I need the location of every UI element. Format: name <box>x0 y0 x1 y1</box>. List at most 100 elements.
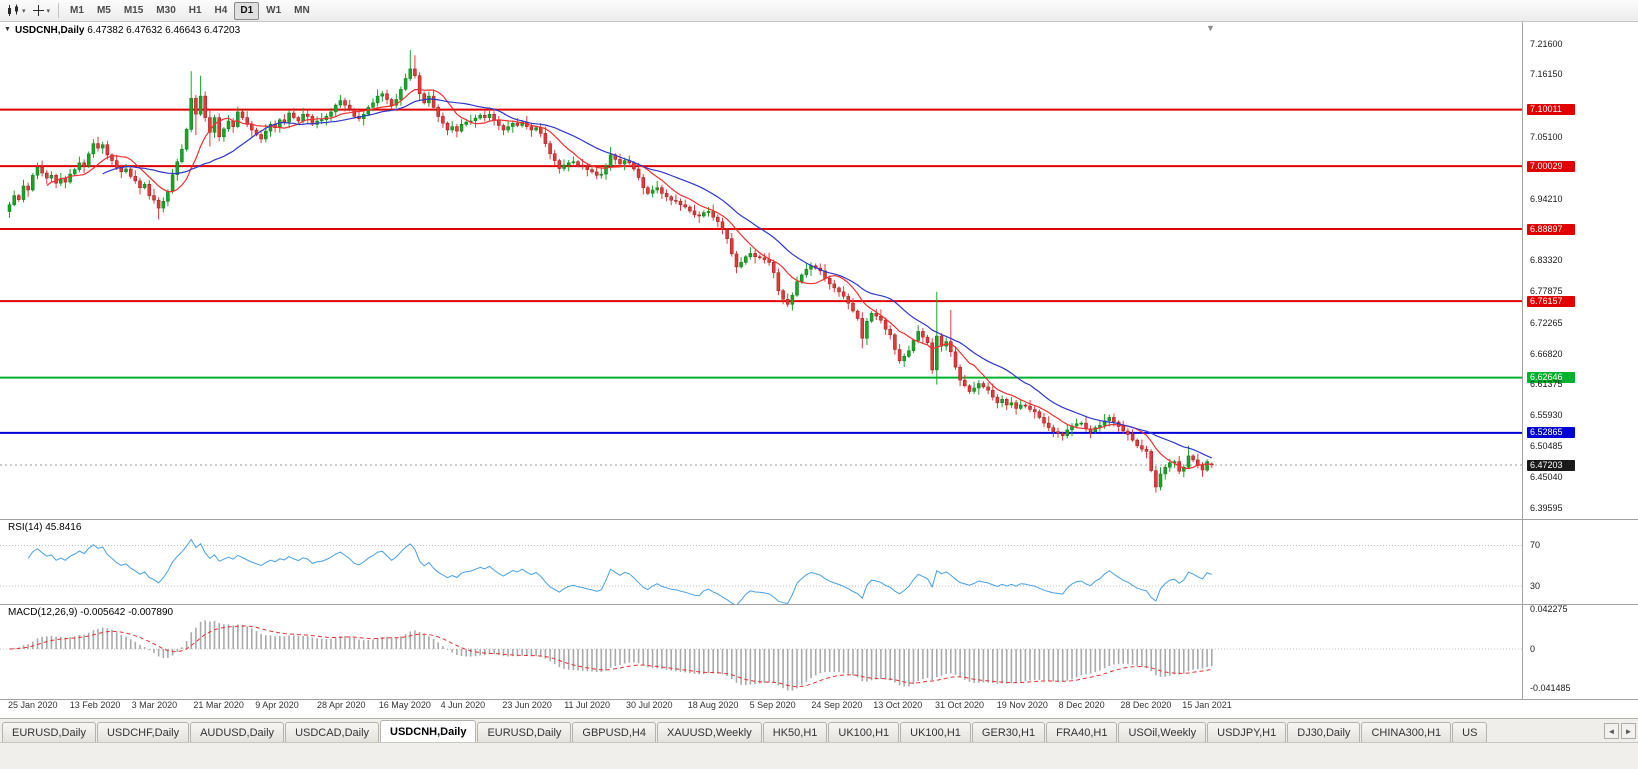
panel-separator[interactable] <box>0 519 1638 520</box>
chart-type-button[interactable]: ▾ <box>4 2 29 20</box>
x-axis-date-label: 19 Nov 2020 <box>996 700 1048 710</box>
x-axis-date-label: 16 May 2020 <box>378 700 431 710</box>
macd-indicator-label: MACD(12,26,9) -0.005642 -0.007890 <box>8 607 174 618</box>
panel-separator <box>0 699 1638 700</box>
chevron-down-icon: ▾ <box>46 7 51 15</box>
rsi-indicator-label: RSI(14) 45.8416 <box>8 522 82 533</box>
price-axis-label: 6.61375 <box>1530 379 1563 390</box>
price-level-label: 6.62646 <box>1527 372 1575 384</box>
chart-tab-eurusd-daily[interactable]: EURUSD,Daily <box>2 722 96 742</box>
x-axis-date-label: 21 Mar 2020 <box>193 700 244 710</box>
tab-scroll-left-button[interactable]: ◄ <box>1604 723 1619 739</box>
rsi-axis-label: 30 <box>1530 580 1541 591</box>
x-axis-date-label: 23 Jun 2020 <box>502 700 552 710</box>
price-axis-label: 6.72265 <box>1530 317 1563 328</box>
timeframe-button-mn[interactable]: MN <box>294 5 310 16</box>
price-axis-label: 6.94210 <box>1530 193 1563 204</box>
timeframe-button-m30[interactable]: M30 <box>156 5 176 16</box>
chart-toolbar: ▾ ▾ M1 M5 M15 M30 H1 H4 D1 W1 MN <box>0 0 1638 22</box>
crosshair-icon <box>32 5 44 16</box>
chart-tab-xauusd-weekly[interactable]: XAUUSD,Weekly <box>656 722 762 742</box>
timeframe-button-h4[interactable]: H4 <box>214 5 228 16</box>
toolbar-separator <box>58 3 60 18</box>
chart-tab-us[interactable]: US <box>1452 722 1488 742</box>
price-axis-label: 6.39595 <box>1530 502 1563 513</box>
one-click-trading-arrow[interactable]: ▼ <box>4 26 11 33</box>
price-axis-divider <box>1522 22 1523 699</box>
timeframe-button-m5[interactable]: M5 <box>96 5 111 16</box>
price-axis-label: 6.50485 <box>1530 440 1563 451</box>
chart-tab-ger30-h1[interactable]: GER30,H1 <box>971 722 1046 742</box>
chart-tab-usoil-weekly[interactable]: USOil,Weekly <box>1118 722 1207 742</box>
chart-title: USDCNH,Daily 6.47382 6.47632 6.46643 6.4… <box>15 25 240 36</box>
price-axis-label: 6.55930 <box>1530 410 1563 421</box>
price-level-label: 7.10011 <box>1527 104 1575 116</box>
x-axis-date-label: 31 Oct 2020 <box>935 700 985 710</box>
chart-symbol-period: USDCNH,Daily <box>15 25 85 36</box>
chart-tab-audusd-daily[interactable]: AUDUSD,Daily <box>190 722 285 742</box>
timeframe-button-m15[interactable]: M15 <box>123 5 144 16</box>
chart-tab-china300-h1[interactable]: CHINA300,H1 <box>1361 722 1452 742</box>
price-axis-label: 7.16150 <box>1530 69 1563 80</box>
chart-tabs: EURUSD,Daily USDCHF,Daily AUDUSD,Daily USDC… <box>0 719 1638 742</box>
status-bar <box>0 742 1638 769</box>
price-axis-label: 7.21600 <box>1530 38 1563 49</box>
x-axis-date-label: 24 Sep 2020 <box>811 700 863 710</box>
price-chart[interactable] <box>0 22 1522 519</box>
price-axis-label: 6.77875 <box>1530 285 1563 296</box>
macd-indicator-panel[interactable] <box>0 604 1522 699</box>
chart-tab-usdcad-daily[interactable]: USDCAD,Daily <box>285 722 380 742</box>
x-axis-date-label: 18 Aug 2020 <box>687 700 739 710</box>
chart-tab-eurusd-daily[interactable]: EURUSD,Daily <box>477 722 572 742</box>
chevron-down-icon: ▾ <box>22 7 26 15</box>
time-axis[interactable]: 25 Jan 2020 13 Feb 2020 3 Mar 2020 21 Mar 2… <box>0 700 1522 713</box>
chart-tabs-bar: EURUSD,Daily USDCHF,Daily AUDUSD,Daily USDC… <box>0 718 1638 742</box>
price-level-label: 7.00029 <box>1527 160 1575 172</box>
x-axis-date-label: 8 Dec 2020 <box>1058 700 1105 710</box>
chart-shift-marker[interactable]: ▼ <box>1206 23 1215 33</box>
macd-axis-label: 0 <box>1530 643 1536 654</box>
chart-tab-uk100-h1[interactable]: UK100,H1 <box>828 722 900 742</box>
timeframe-button-d1[interactable]: D1 <box>234 1 260 20</box>
tab-scroll-right-button[interactable]: ► <box>1621 723 1636 739</box>
panel-separator[interactable] <box>0 604 1638 605</box>
x-axis-date-label: 13 Oct 2020 <box>873 700 923 710</box>
price-axis-label: 6.83320 <box>1530 255 1563 266</box>
price-axis-label: 6.45040 <box>1530 471 1563 482</box>
timeframe-button-h1[interactable]: H1 <box>188 5 202 16</box>
chart-tab-usdcnh-daily[interactable]: USDCNH,Daily <box>380 720 477 742</box>
x-axis-date-label: 25 Jan 2020 <box>8 700 58 710</box>
macd-axis-label: 0.042275 <box>1530 603 1568 614</box>
timeframe-button-m1[interactable]: M1 <box>70 5 84 16</box>
x-axis-date-label: 11 Jul 2020 <box>564 700 611 710</box>
chart-tab-usdchf-daily[interactable]: USDCHF,Daily <box>96 722 190 742</box>
chart-tab-gbpusd-h4[interactable]: GBPUSD,H4 <box>572 722 656 742</box>
price-axis-label: 7.05100 <box>1530 131 1563 142</box>
chart-tab-usdjpy-h1[interactable]: USDJPY,H1 <box>1207 722 1287 742</box>
price-axis[interactable]: 7.21600 7.16150 7.10011 7.05100 7.00029 6.942… <box>1523 0 1638 769</box>
x-axis-date-label: 13 Feb 2020 <box>69 700 121 710</box>
chart-tab-fra40-h1[interactable]: FRA40,H1 <box>1046 722 1118 742</box>
rsi-axis-label: 70 <box>1530 540 1541 550</box>
candlestick-chart-icon <box>8 4 18 16</box>
chart-ohlc-values: 6.47382 6.47632 6.46643 6.47203 <box>87 25 241 36</box>
rsi-indicator-panel[interactable] <box>0 519 1522 604</box>
x-axis-date-label: 3 Mar 2020 <box>131 700 178 710</box>
chart-tab-hk50-h1[interactable]: HK50,H1 <box>762 722 828 742</box>
price-level-label: 6.88897 <box>1527 223 1575 235</box>
price-level-label: 6.76157 <box>1527 295 1575 307</box>
price-axis-label: 6.66820 <box>1530 348 1563 359</box>
chart-tab-uk100-h1[interactable]: UK100,H1 <box>900 722 971 742</box>
x-axis-date-label: 28 Dec 2020 <box>1120 700 1172 710</box>
x-axis-date-label: 9 Apr 2020 <box>255 700 299 710</box>
crosshair-cursor-button[interactable]: ▾ <box>29 2 54 20</box>
x-axis-date-label: 28 Apr 2020 <box>317 700 366 710</box>
macd-axis-label: -0.041485 <box>1530 682 1571 693</box>
price-level-label: 6.52865 <box>1527 427 1575 439</box>
x-axis-date-label: 30 Jul 2020 <box>626 700 673 710</box>
x-axis-date-label: 15 Jan 2021 <box>1182 700 1232 710</box>
chart-tab-dj30-daily[interactable]: DJ30,Daily <box>1287 722 1361 742</box>
timeframe-button-w1[interactable]: W1 <box>266 5 282 16</box>
current-price-label: 6.47203 <box>1527 459 1575 471</box>
